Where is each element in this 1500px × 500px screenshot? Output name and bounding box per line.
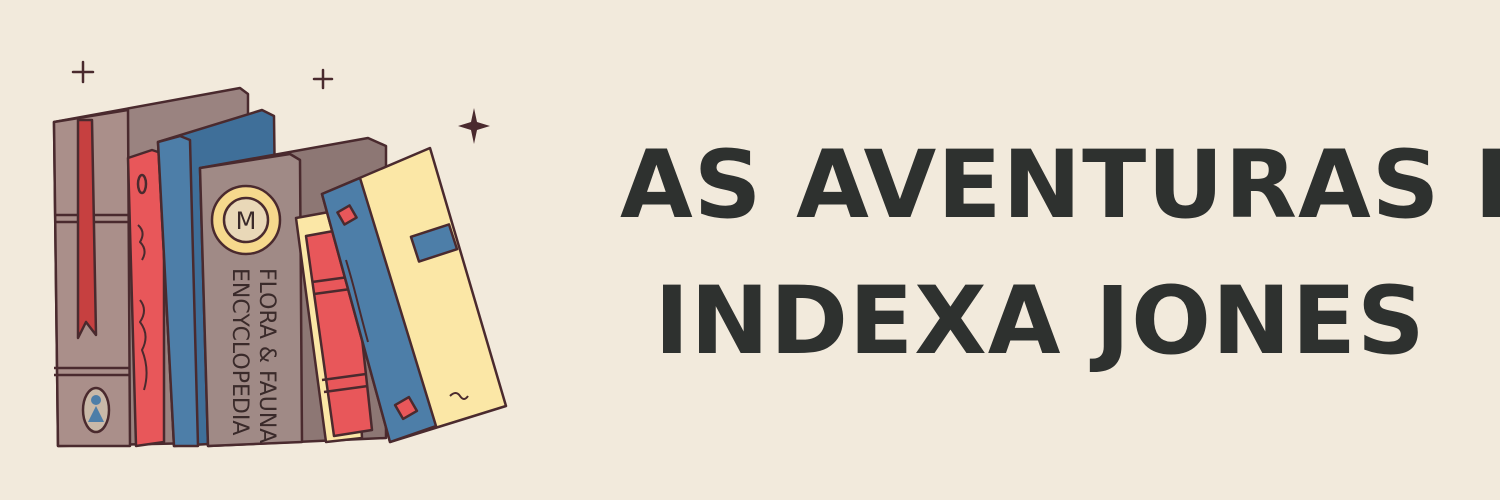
page-title: AS AVENTURAS DE INDEXA JONES: [620, 118, 1500, 390]
sparkle-icon: [312, 68, 334, 90]
encyclopedia-title-line1: FLORA & FAUNA: [254, 268, 279, 443]
sparkle-star-icon: [458, 108, 490, 144]
encyclopedia-title-line2: ENCYCLOPEDIA: [227, 268, 252, 435]
sun-emblem: [210, 184, 282, 256]
bookmark-ribbon: [76, 118, 98, 340]
bookshelf-illustration: M FLORA & FAUNA ENCYCLOPEDIA: [52, 60, 508, 448]
sparkle-icon: [71, 60, 95, 84]
title-line-2: INDEXA JONES: [654, 267, 1426, 376]
title-line-1: AS AVENTURAS DE: [620, 131, 1500, 240]
leaning-book: [320, 146, 508, 444]
red-book: [126, 148, 166, 448]
emblem-letter: M: [236, 207, 257, 235]
